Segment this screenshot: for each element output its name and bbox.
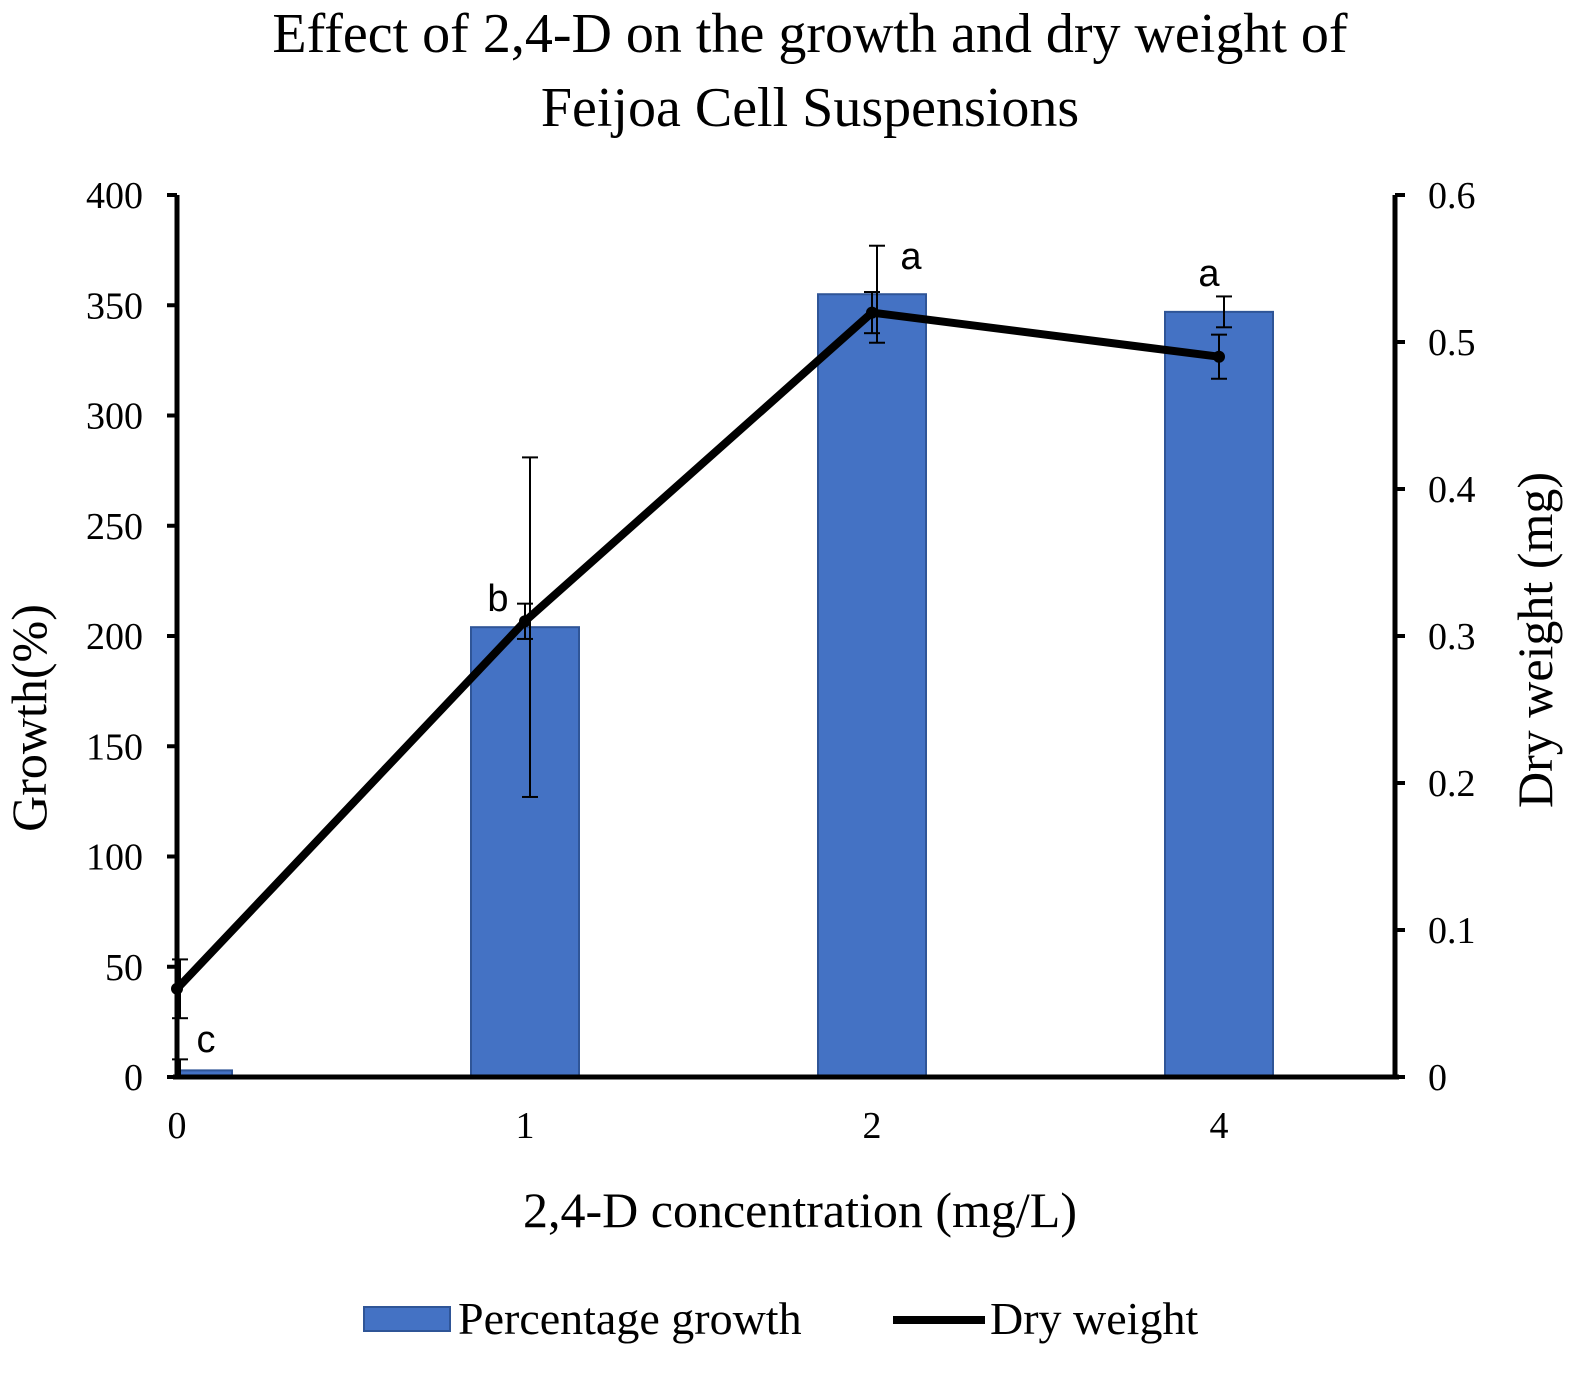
y-left-tick-label-50: 50 xyxy=(105,947,143,989)
significance-letter-1: b xyxy=(487,578,508,620)
legend: Percentage growth Dry weight xyxy=(363,1293,1198,1344)
y-right-tick-label-0.2: 0.2 xyxy=(1428,763,1476,805)
y-left-tick-label-400: 400 xyxy=(86,175,143,217)
legend-label-dry-weight: Dry weight xyxy=(990,1293,1198,1344)
x-tick-label-2: 2 xyxy=(863,1105,882,1147)
y-right-tick-label-0.6: 0.6 xyxy=(1428,175,1476,217)
significance-letter-2: a xyxy=(900,236,922,278)
y-left-tick-label-250: 250 xyxy=(86,506,143,548)
x-tick-label-4: 4 xyxy=(1210,1105,1229,1147)
y-left-tick-label-150: 150 xyxy=(86,726,143,768)
y-axis-left-label: Growth(%) xyxy=(1,604,57,832)
chart-title-line-2: Feijoa Cell Suspensions xyxy=(541,77,1079,139)
y-right-tick-label-0: 0 xyxy=(1428,1057,1447,1099)
significance-letter-0: c xyxy=(197,1019,216,1061)
x-axis-label: 2,4-D concentration (mg/L) xyxy=(523,1182,1077,1238)
y-right-tick-label-0.1: 0.1 xyxy=(1428,910,1476,952)
y-left-tick-label-100: 100 xyxy=(86,837,143,879)
y-left-tick-label-200: 200 xyxy=(86,616,143,658)
legend-swatch-percentage-growth xyxy=(363,1306,451,1332)
legend-label-percentage-growth: Percentage growth xyxy=(458,1293,802,1344)
x-tick-label-1: 1 xyxy=(516,1105,535,1147)
y-right-tick-label-0.4: 0.4 xyxy=(1428,469,1476,511)
bar-2 xyxy=(817,293,927,1079)
bar-1 xyxy=(470,626,580,1078)
bar-4 xyxy=(1164,310,1274,1078)
chart-title-line-1: Effect of 2,4-D on the growth and dry we… xyxy=(272,3,1347,65)
significance-letter-4: a xyxy=(1198,253,1220,295)
y-left-tick-label-350: 350 xyxy=(86,285,143,327)
y-left-tick-label-0: 0 xyxy=(124,1057,143,1099)
y-right-tick-label-0.5: 0.5 xyxy=(1428,322,1476,364)
x-tick-label-0: 0 xyxy=(168,1105,187,1147)
plot-area: 0 50 100 150 200 250 300 350 400 0 0.1 0.2 0.3 0.4 0.5… xyxy=(86,175,1476,1147)
y-left-tick-label-300: 300 xyxy=(86,396,143,438)
y-right-tick-label-0.3: 0.3 xyxy=(1428,616,1476,658)
y-axis-right-label: Dry weight (mg) xyxy=(1507,472,1563,808)
dry-weight-line xyxy=(174,308,1220,992)
